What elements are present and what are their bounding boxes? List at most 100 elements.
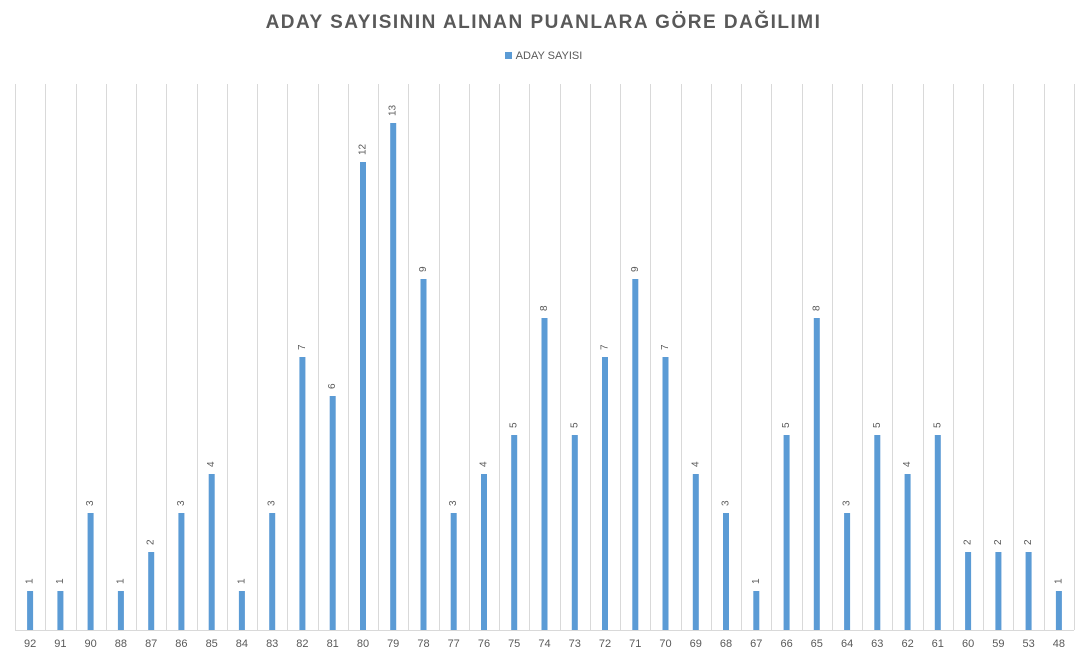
x-tick-label: 74 — [538, 638, 550, 650]
bar — [783, 435, 790, 630]
data-label: 1 — [25, 578, 36, 584]
bar — [632, 279, 639, 630]
data-label: 3 — [85, 500, 96, 506]
data-label: 1 — [1053, 578, 1064, 584]
x-tick-label: 53 — [1022, 638, 1034, 650]
x-tick-label: 62 — [901, 638, 913, 650]
x-tick-label: 79 — [387, 638, 399, 650]
x-tick-label: 75 — [508, 638, 520, 650]
x-tick-label: 67 — [750, 638, 762, 650]
x-tick-label: 68 — [720, 638, 732, 650]
bar — [360, 162, 366, 630]
bar — [904, 474, 911, 630]
data-label: 4 — [479, 461, 490, 467]
x-tick-label: 78 — [417, 638, 429, 650]
x-tick-label: 73 — [569, 638, 581, 650]
data-label: 3 — [176, 500, 187, 506]
x-tick-label: 80 — [357, 638, 369, 650]
bar — [602, 357, 608, 630]
x-tick-label: 87 — [145, 638, 157, 650]
data-label: 1 — [751, 578, 762, 584]
x-tick-label: 66 — [780, 638, 792, 650]
data-label: 7 — [297, 344, 308, 350]
x-tick-label: 60 — [962, 638, 974, 650]
data-label: 13 — [388, 104, 399, 116]
bar — [692, 474, 699, 630]
bar — [874, 435, 881, 630]
x-tick-label: 85 — [206, 638, 218, 650]
x-tick-label: 77 — [448, 638, 460, 650]
data-label: 4 — [690, 461, 701, 467]
data-label: 1 — [55, 578, 66, 584]
data-label: 5 — [569, 422, 580, 428]
bar — [148, 552, 155, 630]
data-label: 8 — [539, 305, 550, 311]
bar — [269, 513, 276, 630]
data-label: 9 — [630, 266, 641, 272]
bar — [511, 435, 518, 630]
data-label: 3 — [842, 500, 853, 506]
x-tick-label: 84 — [236, 638, 248, 650]
x-tick-label: 64 — [841, 638, 853, 650]
data-label: 7 — [600, 344, 611, 350]
x-tick-label: 65 — [811, 638, 823, 650]
bar — [178, 513, 185, 630]
data-label: 3 — [448, 500, 459, 506]
x-tick-label: 81 — [327, 638, 339, 650]
chart-title: ADAY SAYISININ ALINAN PUANLARA GÖRE DAĞI… — [265, 12, 822, 33]
data-label: 4 — [902, 461, 913, 467]
x-tick-label: 83 — [266, 638, 278, 650]
x-tick-label: 59 — [992, 638, 1004, 650]
legend-swatch — [504, 52, 512, 59]
bar — [420, 279, 427, 630]
bar — [934, 435, 941, 630]
data-label: 7 — [660, 344, 671, 350]
data-label: 2 — [1023, 539, 1034, 545]
x-tick-label: 48 — [1053, 638, 1065, 650]
bar — [813, 318, 820, 630]
bar — [753, 591, 760, 630]
data-label: 1 — [115, 578, 126, 584]
x-tick-label: 76 — [478, 638, 490, 650]
data-label: 4 — [206, 461, 217, 467]
x-tick-label: 86 — [175, 638, 187, 650]
x-tick-label: 63 — [871, 638, 883, 650]
bar — [995, 552, 1002, 630]
bar — [299, 357, 306, 630]
bar — [965, 552, 972, 630]
bar — [1025, 552, 1032, 630]
data-label: 3 — [721, 500, 732, 506]
x-tick-label: 72 — [599, 638, 611, 650]
data-label: 5 — [781, 422, 792, 428]
bar — [571, 435, 578, 630]
data-label: 5 — [509, 422, 520, 428]
data-label: 12 — [358, 143, 369, 155]
x-tick-label: 92 — [24, 638, 36, 650]
data-label: 2 — [146, 539, 157, 545]
legend: ADAY SAYISI — [0, 50, 1087, 62]
legend-label: ADAY SAYISI — [515, 50, 583, 62]
bar — [541, 318, 548, 630]
x-tick-label: 82 — [296, 638, 308, 650]
data-label: 9 — [418, 266, 429, 272]
bar — [238, 591, 245, 630]
bar — [87, 513, 94, 630]
bar — [57, 591, 64, 630]
bar — [208, 474, 215, 630]
bar — [481, 474, 487, 630]
data-label: 1 — [236, 578, 247, 584]
data-label: 8 — [811, 305, 822, 311]
bar — [117, 591, 124, 630]
bar — [27, 591, 34, 630]
data-label: 3 — [267, 500, 278, 506]
data-label: 6 — [327, 383, 338, 389]
bar — [662, 357, 669, 630]
x-tick-label: 90 — [84, 638, 96, 650]
x-tick-label: 69 — [690, 638, 702, 650]
bar — [723, 513, 729, 630]
x-tick-label: 70 — [659, 638, 671, 650]
x-tick-label: 88 — [115, 638, 127, 650]
bar — [450, 513, 457, 630]
